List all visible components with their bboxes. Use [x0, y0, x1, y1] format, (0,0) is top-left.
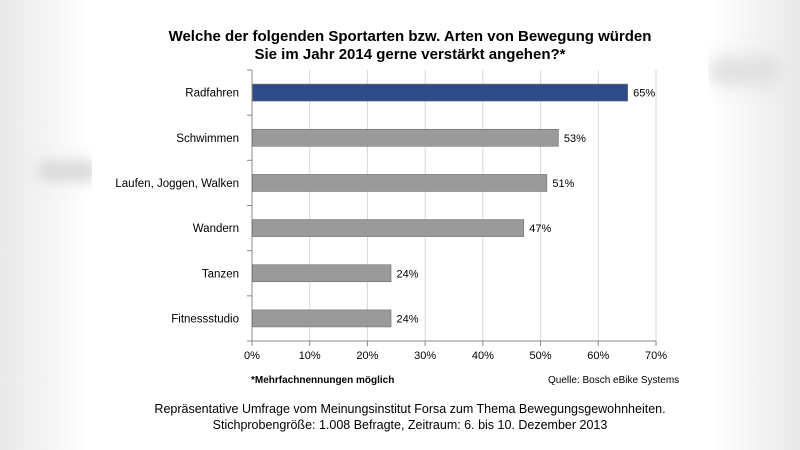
source-label: Quelle: Bosch eBike Systems [548, 375, 680, 386]
x-tick-label: 40% [472, 350, 494, 362]
left-shade [0, 0, 92, 450]
bar [252, 174, 548, 192]
chart-title-line1: Welche der folgenden Sportarten bzw. Art… [168, 28, 652, 45]
blur-artifact-right [710, 56, 780, 86]
x-tick-label: 20% [356, 350, 378, 362]
x-tick-label: 10% [299, 350, 321, 362]
caption: Repräsentative Umfrage vom Meinungsinsti… [100, 401, 720, 433]
x-tick-label: 50% [530, 350, 552, 362]
x-tick-label: 0% [244, 350, 260, 362]
x-tick-label: 70% [645, 350, 667, 362]
category-label: Wandern [193, 223, 239, 235]
footnote: *Mehrfachnennungen möglich [251, 375, 395, 386]
value-label: 51% [552, 178, 574, 190]
value-label: 24% [397, 268, 419, 280]
category-label: Fitnessstudio [171, 313, 239, 325]
caption-line2: Stichprobengröße: 1.008 Befragte, Zeitra… [212, 418, 608, 432]
value-label: 65% [633, 88, 655, 100]
category-label: Tanzen [202, 268, 239, 280]
caption-line1: Repräsentative Umfrage vom Meinungsinsti… [154, 402, 666, 416]
category-label: Schwimmen [176, 133, 239, 145]
chart-title-line2: Sie im Jahr 2014 gerne verstärkt angehen… [254, 46, 566, 63]
blur-artifact-left [38, 160, 98, 182]
value-label: 24% [397, 313, 419, 325]
value-label: 53% [564, 133, 586, 145]
bar [252, 83, 628, 102]
x-tick-label: 60% [587, 350, 609, 362]
chart-title: Welche der folgenden Sportarten bzw. Art… [100, 28, 720, 64]
bar [252, 128, 559, 147]
category-label: Laufen, Joggen, Walken [115, 178, 239, 190]
value-label: 47% [529, 223, 551, 235]
bar [252, 309, 392, 328]
x-tick-label: 30% [414, 350, 436, 362]
category-label: Radfahren [185, 88, 239, 100]
bar [252, 264, 392, 283]
bar [252, 219, 525, 237]
